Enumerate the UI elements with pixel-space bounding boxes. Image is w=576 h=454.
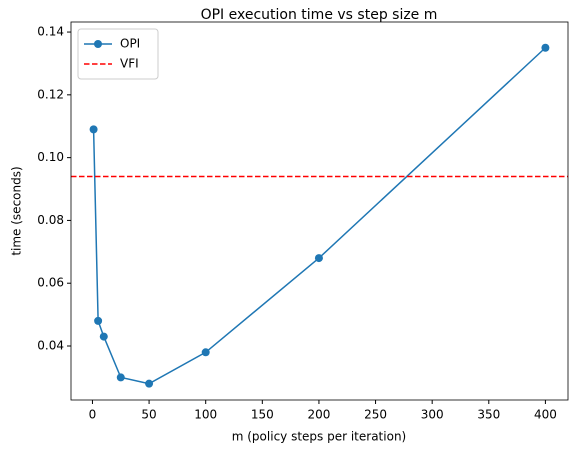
plot-frame [70,21,569,401]
point [94,316,103,325]
y-tick-label: 0.06 [37,276,64,290]
x-tick-label: 150 [251,408,274,422]
point [116,373,125,382]
x-axis-label: m (policy steps per iteration) [232,430,406,444]
point [145,379,154,388]
legend: OPI VFI [77,28,159,80]
x-tick-label: 100 [194,408,217,422]
point [201,348,210,357]
y-tick-label: 0.10 [37,150,64,164]
series-line [92,47,546,385]
legend-marker [94,40,102,48]
point [89,125,98,134]
point [314,254,323,263]
x-tick-label: 0 [89,408,97,422]
x-tick-label: 400 [534,408,557,422]
y-tick-label: 0.04 [37,339,64,353]
x-tick-label: 350 [477,408,500,422]
x-tick-label: 300 [421,408,444,422]
chart-title: OPI execution time vs step size m [201,7,438,23]
legend-box [77,28,159,80]
legend-label: OPI [120,37,140,51]
point [99,332,108,341]
y-tick-label: 0.08 [37,213,64,227]
legend-label: VFI [120,57,139,71]
x-tick-label: 200 [307,408,330,422]
x-tick-label: 50 [141,408,156,422]
x-tick-label: 250 [364,408,387,422]
y-tick-label: 0.14 [37,25,64,39]
y-axis-label: time (seconds) [10,166,24,255]
point [541,43,550,52]
y-tick-label: 0.12 [37,87,64,101]
